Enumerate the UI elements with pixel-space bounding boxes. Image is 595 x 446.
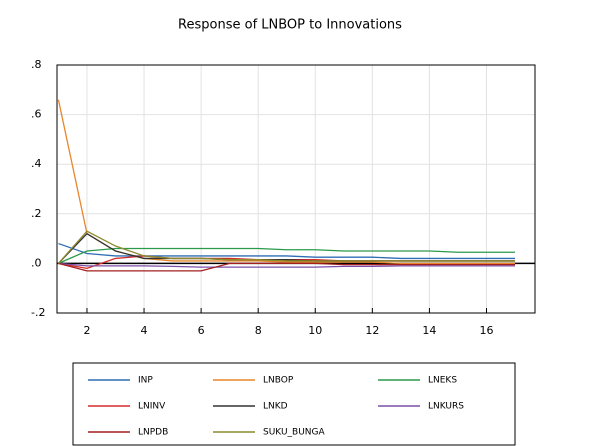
- legend-label: LNBOP: [263, 376, 294, 386]
- legend-label: LNPDB: [138, 428, 168, 438]
- series-line: [57, 99, 516, 265]
- legend-label: LNKURS: [428, 402, 464, 412]
- legend-label: LNINV: [138, 402, 166, 412]
- series-line: [58, 242, 516, 260]
- series-line: [58, 262, 516, 268]
- x-tick-label: 2: [83, 324, 90, 337]
- y-tick-label: .2: [31, 207, 42, 220]
- x-tick-label: 14: [422, 324, 436, 337]
- legend-box: [72, 362, 516, 446]
- x-tick-label: 4: [141, 324, 148, 337]
- legend-label: LNEKS: [428, 376, 457, 386]
- x-tick-label: 8: [255, 324, 262, 337]
- legend-label: SUKU_BUNGA: [263, 428, 326, 438]
- x-tick-label: 12: [365, 324, 379, 337]
- series-line: [57, 230, 516, 264]
- y-tick-label: .4: [31, 157, 42, 170]
- y-tick-label: .8: [31, 58, 42, 71]
- y-tick-label: .0: [31, 256, 42, 269]
- chart-title: Response of LNBOP to Innovations: [178, 18, 402, 33]
- legend-label: INP: [138, 376, 153, 386]
- x-tick-label: 10: [308, 324, 322, 337]
- legend-label: LNKD: [263, 402, 288, 412]
- y-tick-label: -.2: [31, 306, 45, 319]
- x-tick-label: 6: [198, 324, 205, 337]
- x-tick-label: 16: [479, 324, 493, 337]
- y-tick-label: .6: [31, 108, 42, 121]
- plot-frame: [56, 64, 536, 314]
- series-line: [58, 247, 516, 264]
- series-line: [58, 262, 516, 272]
